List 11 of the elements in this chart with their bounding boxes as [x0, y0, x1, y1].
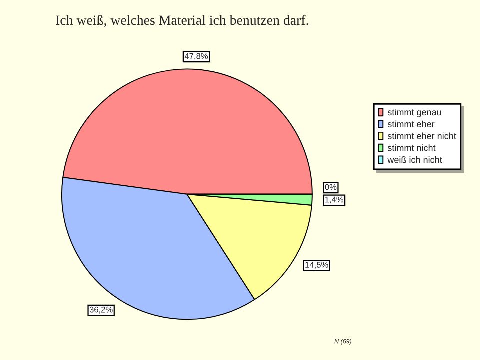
legend-label: stimmt eher [388, 120, 435, 128]
legend-label: stimmt nicht [388, 144, 436, 152]
legend-label: stimmt eher nicht [388, 132, 456, 140]
legend-label: stimmt genau [388, 108, 442, 118]
data-label: 1,4% [325, 196, 344, 204]
data-label: 47,8% [184, 53, 208, 60]
data-label: 36,2% [90, 306, 113, 314]
text: 0% [325, 184, 337, 190]
legend-label: weiß ich nicht [388, 156, 442, 164]
chart-title: Ich weiß, welches Material ich benutzen darf. [56, 15, 308, 28]
data-label: 14,5% [306, 262, 328, 269]
